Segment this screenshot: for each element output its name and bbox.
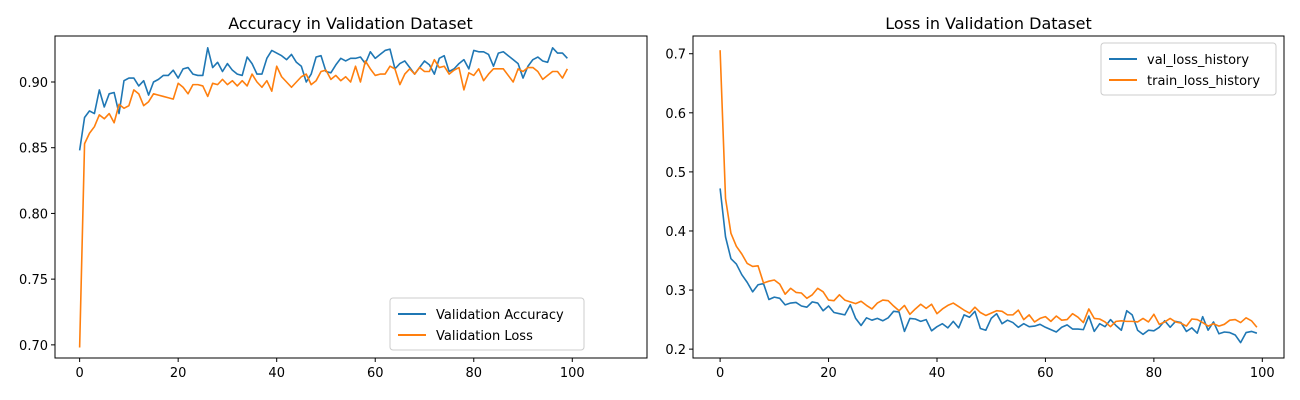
y-tick-label: 0.90	[19, 76, 48, 91]
y-tick-label: 0.3	[665, 284, 686, 299]
legend-box	[389, 297, 585, 351]
y-tick-label: 0.2	[665, 343, 686, 358]
legend-label: val_loss_history	[1147, 53, 1249, 68]
series-line-0	[719, 188, 1258, 344]
x-tick-label: 0	[75, 366, 83, 381]
x-tick-label: 80	[465, 366, 482, 381]
y-tick-label: 0.70	[19, 339, 48, 354]
series-line-1	[78, 58, 569, 348]
legend-label: Validation Accuracy	[436, 308, 564, 323]
plot-frame	[692, 35, 1285, 359]
loss-chart: Loss in Validation Dataset 0 20 40 60 80 1000…	[665, 14, 1285, 381]
series-line-0	[78, 47, 568, 151]
x-tick-label: 20	[170, 366, 187, 381]
axis-ticks: 0 20 40 60 80 100 0.70 0.75 0.80 0.85 0.90	[19, 76, 585, 381]
y-tick-label: 0.5	[665, 166, 686, 181]
axis-ticks: 0 20 40 60 80 100 0.2 0.3 0.4 0.5 0.6 0.7	[665, 48, 1274, 381]
y-tick-label: 0.75	[19, 273, 48, 288]
x-tick-label: 60	[367, 366, 384, 381]
x-tick-label: 100	[560, 366, 585, 381]
y-tick-label: 0.6	[665, 107, 686, 122]
x-tick-label: 80	[1146, 366, 1163, 381]
x-tick-label: 20	[820, 366, 837, 381]
chart-title: Accuracy in Validation Dataset	[228, 14, 473, 33]
plot-frame	[54, 35, 648, 359]
legend: Validation Accuracy Validation Loss	[389, 297, 585, 351]
legend: val_loss_history train_loss_history	[1100, 42, 1277, 96]
chart-title: Loss in Validation Dataset	[885, 14, 1092, 33]
legend-label: Validation Loss	[436, 329, 533, 344]
y-tick-label: 0.80	[19, 207, 48, 222]
y-tick-label: 0.4	[665, 225, 686, 240]
x-tick-label: 40	[929, 366, 946, 381]
y-tick-label: 0.85	[19, 142, 48, 157]
series-lines	[719, 50, 1258, 344]
legend-box	[1100, 42, 1277, 96]
x-tick-label: 60	[1037, 366, 1054, 381]
x-tick-label: 100	[1250, 366, 1275, 381]
series-lines	[78, 47, 569, 348]
accuracy-chart: Accuracy in Validation Dataset 0 20 40 60 80…	[19, 14, 648, 381]
legend-label: train_loss_history	[1147, 74, 1260, 89]
series-line-1	[719, 50, 1258, 328]
x-tick-label: 0	[716, 366, 724, 381]
y-tick-label: 0.7	[665, 48, 686, 63]
x-tick-label: 40	[268, 366, 285, 381]
